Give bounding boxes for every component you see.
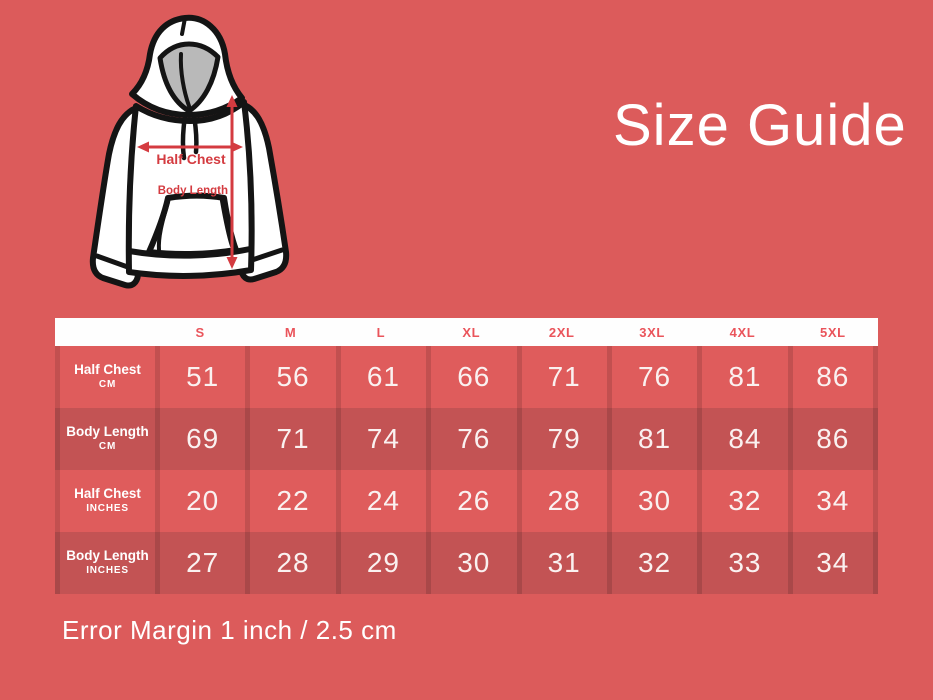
table-cell: 74 bbox=[335, 408, 426, 470]
table-cell: 84 bbox=[697, 408, 787, 470]
table-cell: 56 bbox=[245, 346, 335, 408]
row-label-unit: CM bbox=[98, 441, 117, 453]
table-cell: 28 bbox=[245, 532, 335, 594]
table-row-half-chest-cm: Half Chest CM 51 56 61 66 71 76 81 86 bbox=[55, 346, 878, 408]
table-cell: 33 bbox=[697, 532, 787, 594]
table-cell: 29 bbox=[335, 532, 426, 594]
table-cell: 32 bbox=[606, 532, 697, 594]
col-header-s: S bbox=[195, 324, 205, 340]
row-label: Body Length CM bbox=[55, 408, 155, 470]
col-header-5xl: 5XL bbox=[819, 324, 846, 340]
row-label: Half Chest INCHES bbox=[55, 470, 155, 532]
table-cell: 26 bbox=[426, 470, 516, 532]
table-cell: 71 bbox=[245, 408, 335, 470]
table-cell: 79 bbox=[516, 408, 607, 470]
error-margin-note: Error Margin 1 inch / 2.5 cm bbox=[62, 615, 397, 645]
row-label-unit: CM bbox=[98, 379, 117, 391]
page-title: Size Guide bbox=[613, 93, 907, 158]
table-cell: 86 bbox=[787, 408, 878, 470]
table-cell: 51 bbox=[155, 346, 245, 408]
table-row-body-length-inches: Body Length INCHES 27 28 29 30 31 32 33 … bbox=[55, 532, 878, 594]
body-length-arrow-label: Body Length bbox=[158, 185, 228, 197]
row-label-text: Body Length bbox=[66, 424, 149, 440]
hoodie-pocket-left-opening bbox=[156, 200, 170, 252]
table-cell: 31 bbox=[516, 532, 607, 594]
table-cell: 34 bbox=[787, 470, 878, 532]
table-cell: 76 bbox=[606, 346, 697, 408]
table-cell: 81 bbox=[697, 346, 787, 408]
table-row-body-length-cm: Body Length CM 69 71 74 76 79 81 84 86 bbox=[55, 408, 878, 470]
row-label-unit: INCHES bbox=[86, 565, 129, 577]
row-label-text: Half Chest bbox=[74, 362, 141, 378]
table-cell: 30 bbox=[606, 470, 697, 532]
col-header-xl: XL bbox=[462, 324, 481, 340]
table-cell: 61 bbox=[335, 346, 426, 408]
row-label-unit: INCHES bbox=[86, 503, 129, 515]
table-cell: 86 bbox=[787, 346, 878, 408]
table-cell: 81 bbox=[606, 408, 697, 470]
table-cell: 20 bbox=[155, 470, 245, 532]
table-cell: 24 bbox=[335, 470, 426, 532]
drawstring-right bbox=[191, 113, 199, 155]
table-cell: 30 bbox=[426, 532, 516, 594]
row-label: Body Length INCHES bbox=[55, 532, 155, 594]
half-chest-arrowhead-left bbox=[137, 141, 149, 153]
col-header-2xl: 2XL bbox=[548, 324, 575, 340]
row-label-text: Half Chest bbox=[74, 486, 141, 502]
col-header-4xl: 4XL bbox=[729, 324, 756, 340]
table-cell: 28 bbox=[516, 470, 607, 532]
table-cell: 69 bbox=[155, 408, 245, 470]
hood-fold-line bbox=[178, 52, 191, 108]
table-cell: 34 bbox=[787, 532, 878, 594]
size-table-header-row: S M L XL 2XL 3XL 4XL 5XL bbox=[55, 318, 878, 346]
size-table: S M L XL 2XL 3XL 4XL 5XL Half Chest CM 5… bbox=[55, 318, 878, 594]
col-header-m: M bbox=[284, 324, 297, 340]
row-label: Half Chest CM bbox=[55, 346, 155, 408]
hoodie-measurement-diagram: Half Chest Body Length bbox=[72, 12, 308, 290]
col-header-l: L bbox=[376, 324, 386, 340]
table-cell: 76 bbox=[426, 408, 516, 470]
drawstring-left bbox=[180, 113, 188, 161]
half-chest-arrowhead-right bbox=[231, 141, 243, 153]
hoodie-pocket bbox=[146, 192, 239, 258]
row-label-text: Body Length bbox=[66, 548, 149, 564]
half-chest-arrow-label: Half Chest bbox=[156, 151, 226, 167]
table-cell: 71 bbox=[516, 346, 607, 408]
table-cell: 66 bbox=[426, 346, 516, 408]
hoodie-illustration: Half Chest Body Length bbox=[89, 14, 290, 289]
hood-top-seam bbox=[180, 16, 187, 36]
table-cell: 32 bbox=[697, 470, 787, 532]
body-length-arrowhead-bottom bbox=[226, 257, 238, 269]
table-row-half-chest-inches: Half Chest INCHES 20 22 24 26 28 30 32 3… bbox=[55, 470, 878, 532]
table-cell: 27 bbox=[155, 532, 245, 594]
body-length-arrowhead-top bbox=[226, 95, 238, 107]
col-header-3xl: 3XL bbox=[639, 324, 665, 340]
hoodie-hood-inner bbox=[157, 41, 221, 114]
table-cell: 22 bbox=[245, 470, 335, 532]
